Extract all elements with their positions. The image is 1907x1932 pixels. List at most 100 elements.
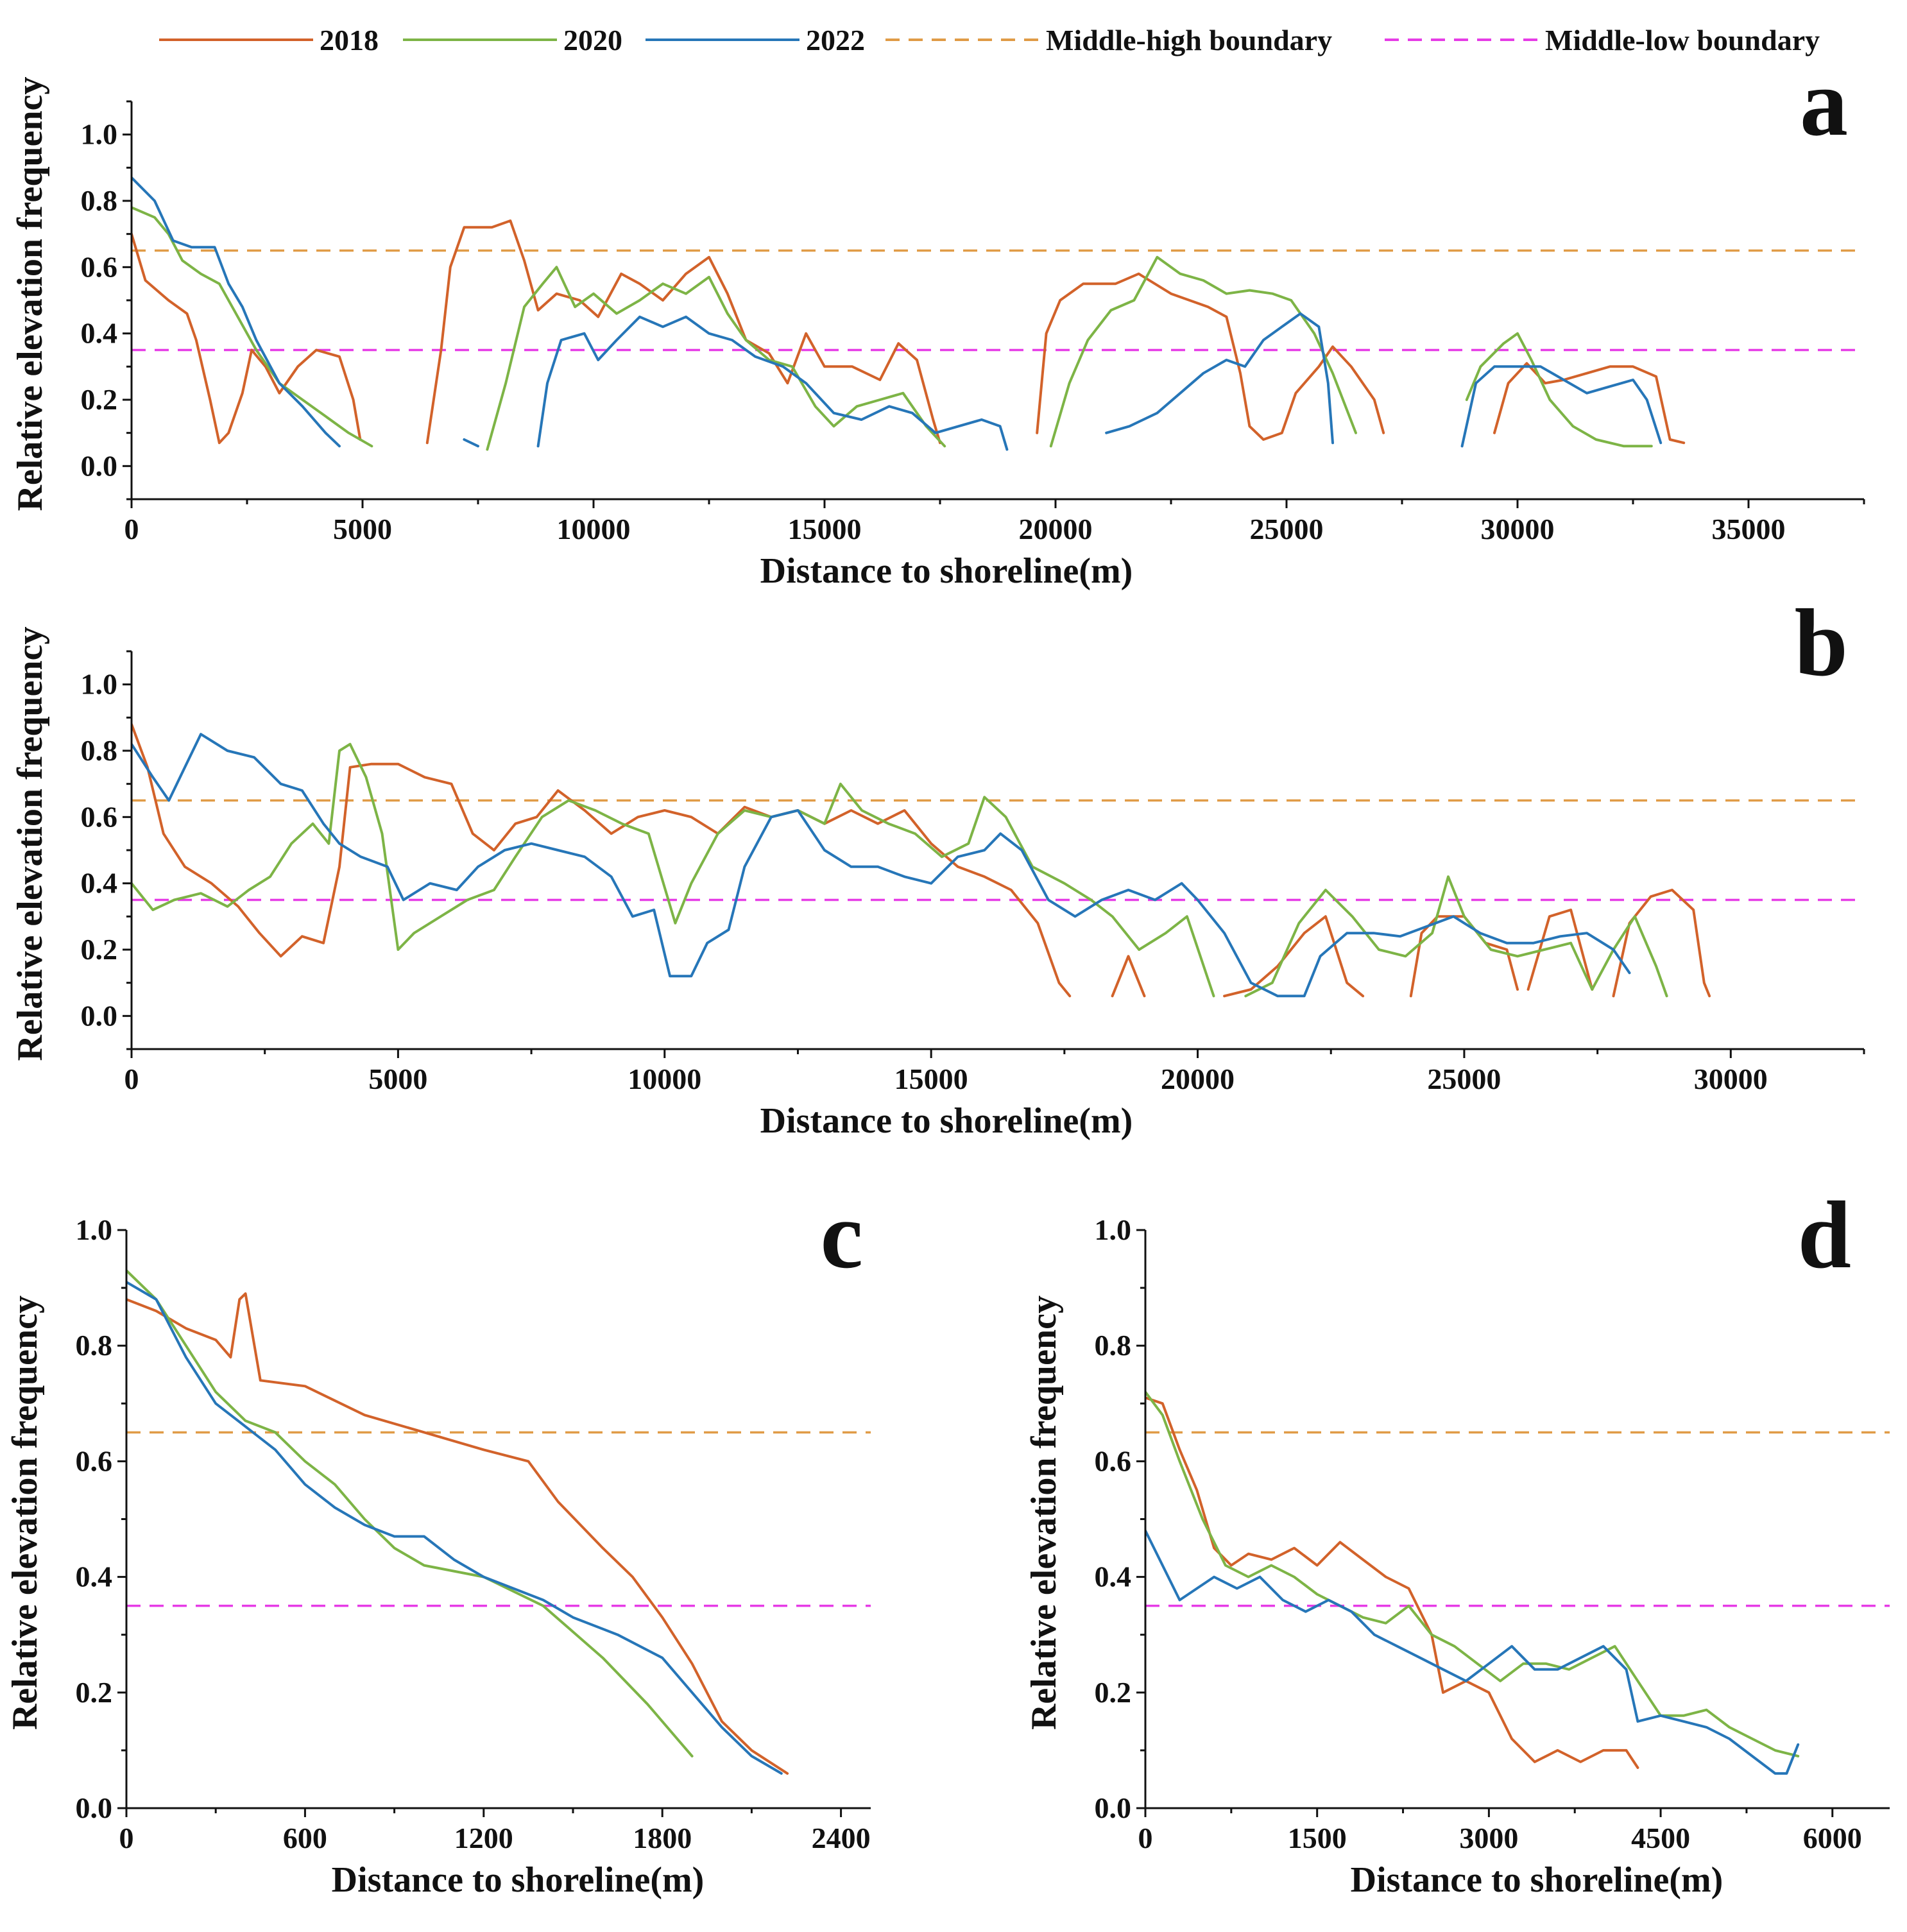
series-2022 [132,733,1631,998]
legend-label-mhb: Middle-high boundary [1046,24,1332,56]
x-axis-title: Distance to shoreline(m) [760,1101,1133,1141]
y-axis-title: Relative elevation frequency [5,1295,45,1730]
series-2020-segment-3 [1465,332,1653,448]
series-2022-segment-1 [463,438,479,448]
y-tick-label: 0.2 [81,383,118,416]
x-tick-label: 1200 [454,1822,513,1854]
y-tick-label: 0.4 [1095,1560,1132,1593]
x-tick-label: 5000 [333,513,392,545]
series-2018-segment-2 [1223,915,1365,998]
series-2022-segment-0 [126,1281,783,1775]
x-tick-label: 15000 [894,1063,968,1095]
y-tick-label: 0.8 [81,184,118,217]
y-tick-label: 0.4 [81,867,118,900]
series-2020-segment-1 [486,266,946,451]
y-tick-label: 0.2 [76,1676,113,1709]
y-tick-label: 0.0 [81,999,118,1032]
series-2020 [1145,1390,1800,1757]
x-tick-label: 10000 [557,513,631,545]
panel-a: 0.0 0.2 0.4 0.6 0.8 1.0 0 5000 10000 15000 20000 25… [10,49,1865,591]
legend-entry-mlb: Middle-low boundary [1385,24,1820,56]
y-tick-label: 0.0 [1095,1791,1132,1824]
y-tick-label: 0.8 [1095,1329,1132,1362]
x-tick-label: 10000 [628,1063,701,1095]
x-axis-title: Distance to shoreline(m) [760,551,1133,591]
x-tick-label: 30000 [1694,1063,1768,1095]
x-tick-label: 3000 [1459,1822,1518,1854]
y-axis-title: Relative elevation frequency [10,76,50,511]
series-2022 [132,176,1663,451]
series-2018-segment-0 [126,1292,789,1775]
series-2020-segment-0 [132,206,373,448]
x-tick-label: 1500 [1288,1822,1347,1854]
x-tick-label: 2400 [812,1822,871,1854]
y-tick-label: 0.0 [76,1791,113,1824]
x-tick-label: 5000 [368,1063,427,1095]
series-2018 [132,219,1686,445]
legend-entry-s2022: 2022 [646,24,865,56]
panel-label-a: a [1800,49,1848,156]
series-2022-segment-0 [132,733,1631,998]
x-tick-label: 20000 [1019,513,1093,545]
series-2018-segment-2 [1036,272,1385,441]
legend-label-s2020: 2020 [563,24,622,56]
series-2022-segment-3 [1105,312,1334,445]
legend-label-s2018: 2018 [320,24,379,56]
x-tick-label: 4500 [1631,1822,1690,1854]
x-tick-label: 0 [119,1822,134,1854]
y-tick-label: 1.0 [81,668,118,701]
series-2022-segment-0 [1145,1529,1800,1775]
y-tick-label: 0.8 [81,734,118,767]
y-tick-label: 0.2 [81,933,118,966]
legend-entry-mhb: Middle-high boundary [885,24,1332,56]
series-2022 [126,1281,783,1775]
x-tick-label: 30000 [1481,513,1555,545]
series-2022-segment-2 [536,315,1009,451]
x-tick-label: 25000 [1427,1063,1501,1095]
x-tick-label: 0 [124,513,139,545]
series-2020-segment-0 [132,742,1215,998]
y-tick-label: 0.6 [76,1444,113,1477]
panels: 0.00.20.40.60.81.00 5000 10000 15000 20000 25… [5,49,1890,1900]
series-2018-segment-4 [1526,909,1594,991]
series-2020-segment-1 [1244,875,1668,998]
legend: 2018 2020 2022 Middle-high boundary Middle-l… [159,24,1820,56]
series-2018-segment-1 [425,219,941,445]
series-2018-segment-3 [1409,915,1519,998]
series-2018 [126,1292,789,1775]
panel-label-b: b [1795,590,1848,696]
panel-d: 0.0 0.2 0.4 0.6 0.8 1.0 0 1500 3000 4500 6000 Dista… [1024,1182,1890,1900]
x-tick-label: 1800 [633,1822,692,1854]
series-2018-segment-0 [1145,1396,1639,1769]
y-axis-title: Relative elevation frequency [1024,1295,1064,1730]
y-tick-label: 0.4 [81,317,118,350]
legend-entry-s2018: 2018 [159,24,379,56]
series-2020 [126,1269,694,1757]
legend-entry-s2020: 2020 [403,24,622,56]
series-2020 [132,742,1668,998]
series-2020-segment-0 [1145,1390,1800,1757]
x-tick-label: 35000 [1712,513,1786,545]
series-2018-segment-3 [1493,362,1686,445]
panel-b: 0.0 0.2 0.4 0.6 0.8 1.0 0 5000 10000 15000 20000 25… [10,590,1865,1141]
x-tick-label: 0 [124,1063,139,1095]
x-tick-label: 6000 [1803,1822,1862,1854]
panel-c: 0.0 0.2 0.4 0.6 0.8 1.0 0 600 1200 1800 2400 Distan… [5,1182,871,1900]
series-2018-segment-0 [132,722,1072,998]
x-tick-label: 20000 [1161,1063,1235,1095]
y-tick-label: 1.0 [76,1213,113,1246]
panel-label-c: c [820,1182,863,1288]
y-axis-title: Relative elevation frequency [10,626,50,1061]
panel-label-d: d [1798,1182,1851,1288]
x-tick-label: 15000 [788,513,862,545]
x-axis-title: Distance to shoreline(m) [1351,1860,1723,1900]
series-2022 [1145,1529,1800,1775]
y-tick-label: 1.0 [81,118,118,151]
series-2020 [132,206,1653,451]
y-tick-label: 0.8 [76,1329,113,1362]
x-axis-title: Distance to shoreline(m) [332,1860,705,1900]
series-2018-segment-0 [132,232,362,445]
y-tick-label: 0.2 [1095,1676,1132,1709]
y-tick-label: 0.6 [81,250,118,283]
series-2022-segment-4 [1460,365,1663,448]
